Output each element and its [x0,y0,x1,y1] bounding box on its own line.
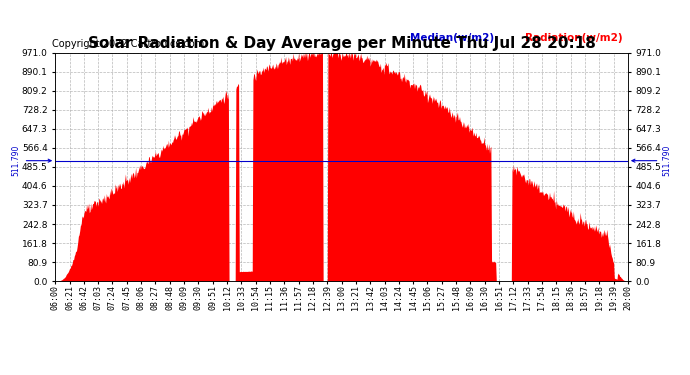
Text: 511.790: 511.790 [12,145,51,176]
Text: Radiation(w/m2): Radiation(w/m2) [525,33,622,44]
Text: Copyright 2022 Cartronics.com: Copyright 2022 Cartronics.com [52,39,204,50]
Title: Solar Radiation & Day Average per Minute Thu Jul 28 20:18: Solar Radiation & Day Average per Minute… [88,36,595,51]
Text: Median(w/m2): Median(w/m2) [411,33,495,44]
Text: 511.790: 511.790 [632,145,671,176]
